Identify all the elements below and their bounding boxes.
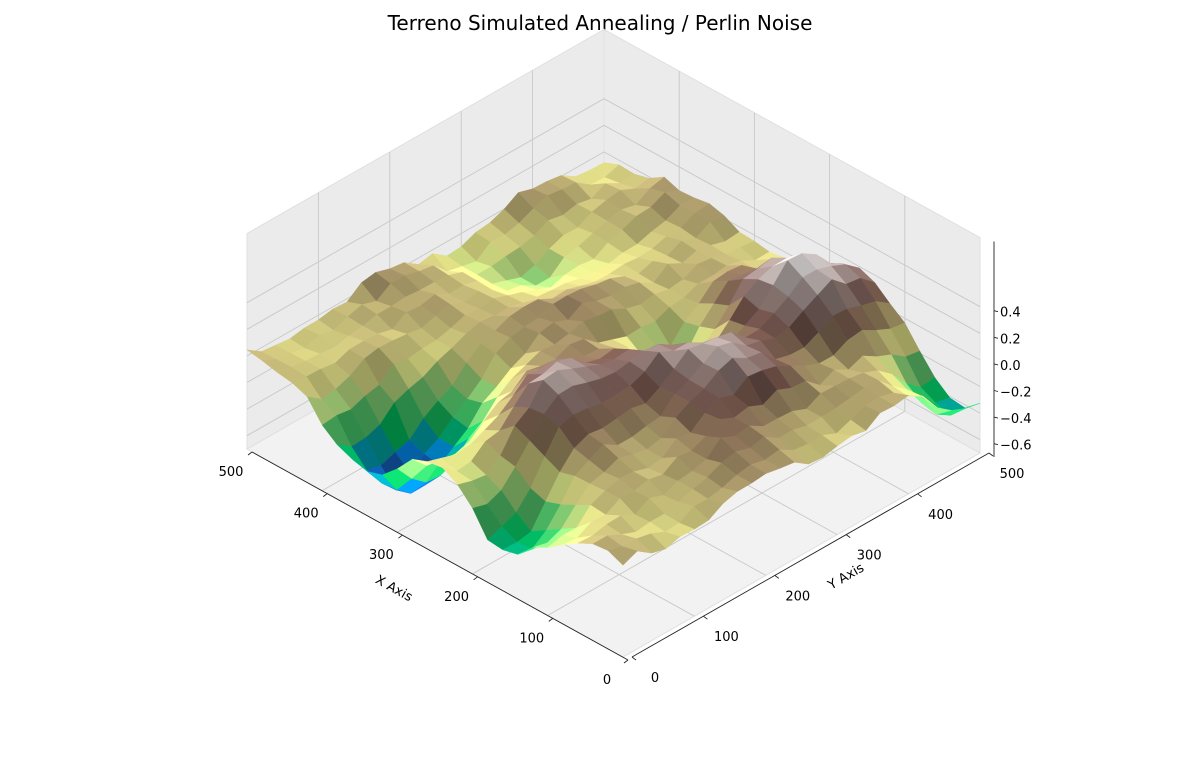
z-tick-label: 0.0 [1000, 359, 1021, 374]
chart-title: Terreno Simulated Annealing / Perlin Noi… [387, 11, 813, 35]
y-tick-mark [845, 534, 851, 538]
y-axis-line [631, 452, 990, 658]
y-tick-mark [988, 452, 994, 457]
x-axis-line [251, 451, 629, 661]
z-tick-mark [993, 416, 999, 419]
z-tick-mark [993, 336, 999, 339]
y-tick-label: 0 [651, 671, 659, 686]
pane-gridline [246, 124, 605, 330]
x-tick-mark [247, 451, 253, 456]
y-tick-mark [703, 615, 708, 620]
x-tick-label: 400 [294, 507, 319, 522]
x-tick-mark [473, 576, 478, 581]
x-tick-label: 0 [603, 673, 611, 688]
x-tick-mark [398, 534, 403, 539]
pane-gridline [603, 124, 981, 334]
x-tick-label: 200 [444, 590, 469, 605]
z-tick-mark [993, 310, 999, 313]
y-tick-label: 300 [857, 549, 882, 564]
pane-gridline [246, 98, 605, 304]
y-tick-mark [917, 493, 922, 498]
y-axis-label: Y Axis [825, 561, 867, 594]
y-tick-label: 200 [785, 589, 810, 604]
z-tick-label: 0.2 [1000, 332, 1021, 347]
y-tick-label: 100 [714, 630, 739, 645]
x-tick-label: 300 [369, 548, 394, 563]
x-tick-mark [623, 659, 629, 664]
x-axis-label: X Axis [373, 573, 415, 606]
z-tick-label: −0.6 [1000, 439, 1032, 454]
y-tick-label: 500 [1000, 467, 1025, 482]
x-tick-mark [548, 618, 554, 622]
pane-gridline [603, 98, 981, 308]
z-tick-label: −0.2 [1000, 386, 1032, 401]
z-tick-mark [993, 390, 999, 392]
y-tick-label: 400 [928, 508, 953, 523]
z-tick-label: 0.4 [1000, 306, 1021, 321]
floor-gridline [547, 411, 906, 616]
x-tick-mark [322, 493, 328, 497]
terrain-surface [246, 162, 981, 566]
z-tick-label: −0.4 [1000, 412, 1032, 427]
z-tick-mark [993, 443, 999, 446]
x-tick-label: 500 [219, 465, 244, 480]
y-tick-mark [631, 656, 637, 661]
surface-facet [607, 546, 638, 566]
z-tick-mark [993, 363, 999, 366]
y-tick-mark [774, 575, 780, 579]
x-tick-label: 100 [519, 631, 544, 646]
